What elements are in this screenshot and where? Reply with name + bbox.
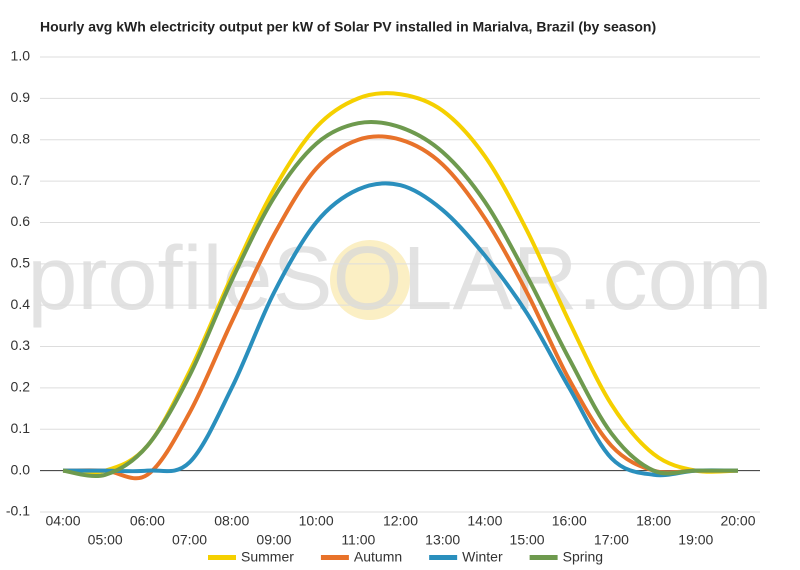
legend-label: Autumn: [354, 549, 402, 565]
y-tick-label: 0.7: [11, 172, 31, 188]
legend-label: Summer: [241, 549, 294, 565]
y-tick-label: 0.5: [11, 255, 31, 271]
x-tick-label: 13:00: [425, 532, 460, 548]
x-tick-label: 16:00: [552, 513, 587, 529]
y-tick-label: 0.0: [11, 461, 31, 477]
y-tick-label: -0.1: [6, 503, 30, 519]
series-line: [62, 134, 738, 481]
legend-swatch: [320, 555, 349, 560]
x-tick-label: 17:00: [594, 532, 629, 548]
x-tick-label: 14:00: [467, 513, 502, 529]
y-tick-label: 0.4: [11, 296, 31, 312]
x-tick-label: 06:00: [130, 513, 165, 529]
y-tick-label: 0.3: [11, 337, 31, 353]
series-line: [62, 119, 738, 478]
y-tick-label: 0.6: [11, 213, 31, 229]
x-tick-label: 19:00: [678, 532, 713, 548]
x-tick-label: 18:00: [636, 513, 671, 529]
x-tick-label: 09:00: [256, 532, 291, 548]
watermark: profileSOLAR.com: [27, 229, 772, 329]
x-tick-label: 08:00: [214, 513, 249, 529]
series-line: [62, 181, 739, 478]
x-tick-label: 20:00: [720, 513, 755, 529]
x-tick-label: 11:00: [341, 532, 375, 548]
x-tick-label: 15:00: [510, 532, 545, 548]
x-tick-label: 12:00: [383, 513, 418, 529]
legend-swatch: [429, 555, 458, 560]
x-tick-label: 05:00: [88, 532, 123, 548]
legend-label: Spring: [563, 549, 603, 565]
legend-swatch: [208, 555, 236, 560]
watermark-sun: [330, 240, 410, 320]
y-tick-label: 0.9: [11, 89, 31, 105]
x-tick-label: 04:00: [45, 513, 80, 529]
x-tick-label: 10:00: [299, 513, 334, 529]
legend-swatch: [529, 555, 558, 560]
y-tick-label: 0.2: [11, 379, 31, 395]
y-tick-label: 0.1: [11, 420, 31, 436]
chart-title: Hourly avg kWh electricity output per kW…: [40, 19, 656, 35]
legend-label: Winter: [462, 549, 503, 565]
x-tick-label: 07:00: [172, 532, 207, 548]
y-tick-label: 0.8: [11, 130, 31, 146]
y-tick-label: 1.0: [11, 48, 31, 64]
